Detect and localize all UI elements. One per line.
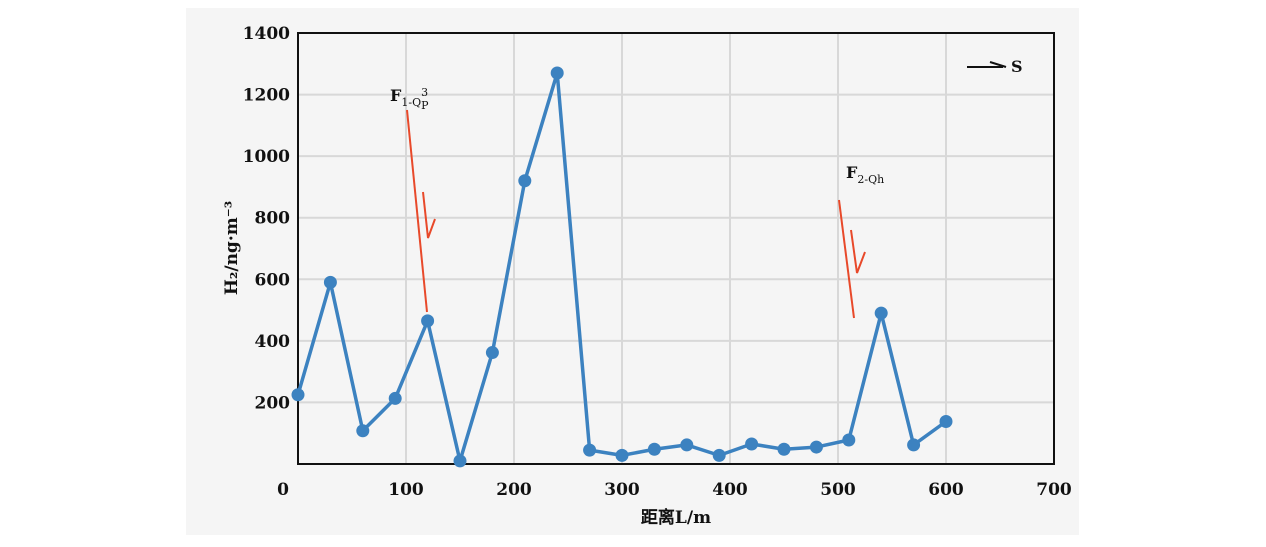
y-tick-label: 600 [255,270,291,290]
data-point [712,448,726,462]
x-tick-label: 100 [388,480,424,500]
data-point [356,424,370,438]
data-point [647,442,661,456]
x-tick-label: 0 [277,480,289,500]
data-point [421,314,435,328]
data-point [939,415,953,429]
data-point [291,388,305,402]
data-point [907,438,921,452]
data-point [745,437,759,451]
x-tick-label: 400 [712,480,748,500]
fault-f2-trace [838,199,855,319]
plot-area-frame [297,32,1055,465]
x-tick-label: 700 [1036,480,1072,500]
data-point [809,440,823,454]
data-point [680,438,694,452]
x-tick-label: 500 [820,480,856,500]
x-axis-title: 距离L/m [641,507,711,528]
direction-label: S [1011,57,1023,76]
fault-f2-marker [838,199,866,319]
data-point [550,66,564,80]
fault-f1-trace [406,109,428,313]
y-axis-title: H₂/ng·m⁻³ [222,201,242,295]
h2-series [291,66,953,468]
direction-arrow-icon [967,61,1007,68]
figure-background [186,8,1079,535]
x-tick-label: 600 [928,480,964,500]
fault-f2-label: F2-Qh [846,163,884,186]
fault-f1-slip-arrow [422,191,436,239]
data-point [453,454,467,468]
data-point [485,346,499,360]
y-tick-label: 200 [255,393,291,413]
fault-f1-marker [406,109,436,313]
y-tick-label: 1200 [243,86,290,106]
y-tick-label: 1400 [243,24,290,44]
data-point [842,433,856,447]
fault-f1-label: F1-Q3 P [390,86,429,112]
y-tick-labels: 200 400 600 800 1000 1200 1400 [243,24,290,413]
data-point [874,306,888,320]
y-tick-label: 400 [255,332,291,352]
data-point [518,174,532,188]
x-tick-label: 300 [604,480,640,500]
data-point [388,391,402,405]
y-tick-label: 1000 [243,147,290,167]
data-point [323,275,337,289]
data-point [583,443,597,457]
y-tick-label: 800 [255,209,291,229]
data-point [777,442,791,456]
fault-f2-slip-arrow [850,229,866,274]
x-tick-labels: 0 100 200 300 400 500 600 700 [277,480,1072,500]
x-tick-label: 200 [496,480,532,500]
data-point [615,448,629,462]
